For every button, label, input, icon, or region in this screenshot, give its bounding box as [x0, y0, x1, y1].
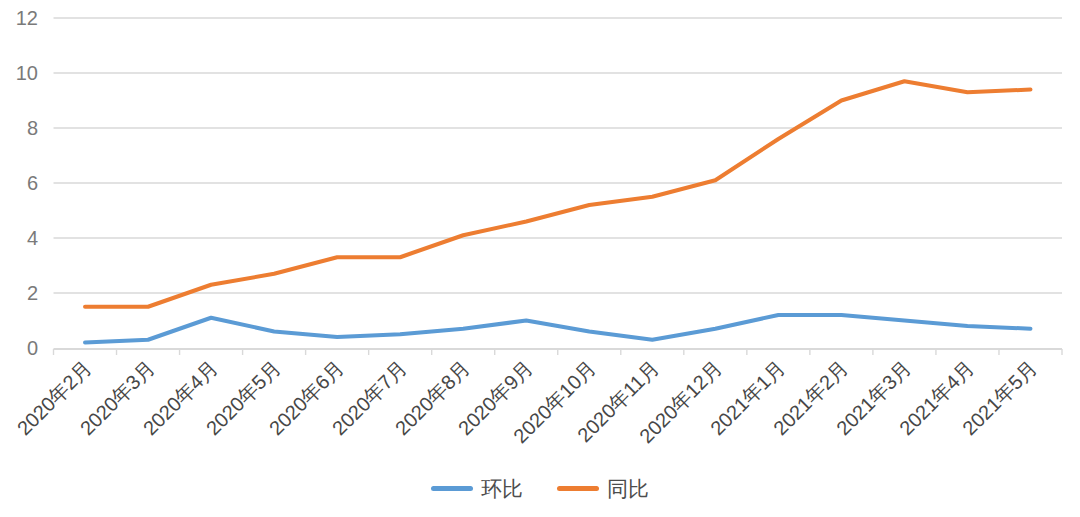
- y-axis-tick-label: 12: [16, 7, 38, 29]
- y-axis-tick-label: 8: [27, 117, 38, 139]
- legend-label-tongbi: 同比: [607, 478, 649, 499]
- legend-line-swatch-blue: [431, 486, 473, 491]
- legend-item-huanbi[interactable]: 环比: [431, 478, 523, 499]
- series-line-同比[interactable]: [85, 81, 1030, 307]
- line-chart: 0246810122020年2月2020年3月2020年4月2020年5月202…: [0, 0, 1080, 517]
- legend-label-huanbi: 环比: [481, 478, 523, 499]
- y-axis-tick-label: 10: [16, 62, 38, 84]
- y-axis-tick-label: 2: [27, 282, 38, 304]
- series-line-环比[interactable]: [85, 315, 1030, 343]
- y-axis-tick-label: 6: [27, 172, 38, 194]
- legend-line-swatch-orange: [557, 486, 599, 491]
- chart-legend: 环比 同比: [0, 478, 1080, 499]
- y-axis-tick-label: 4: [27, 227, 38, 249]
- legend-item-tongbi[interactable]: 同比: [557, 478, 649, 499]
- y-axis-tick-label: 0: [27, 337, 38, 359]
- plot-area: 0246810122020年2月2020年3月2020年4月2020年5月202…: [0, 0, 1080, 478]
